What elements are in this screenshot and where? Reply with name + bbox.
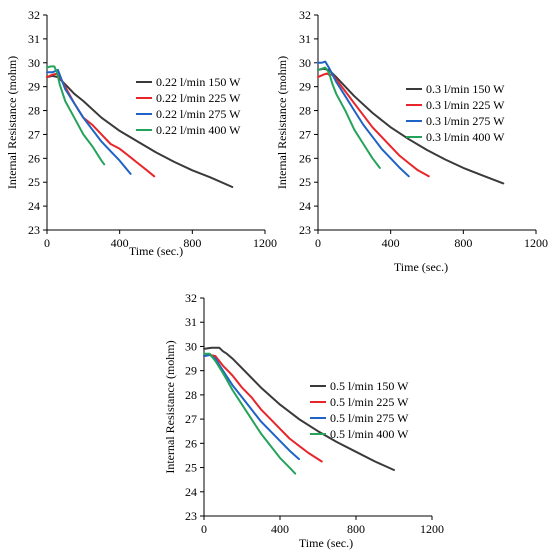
x-tick-label: 800	[347, 522, 365, 536]
y-tick-label: 25	[299, 175, 311, 189]
x-tick-label: 400	[271, 522, 289, 536]
y-tick-label: 24	[299, 199, 311, 213]
legend-entry: 0.5 l/min 275 W	[330, 411, 409, 425]
x-axis-label: Time (sec.)	[299, 536, 353, 550]
y-tick-label: 27	[299, 127, 311, 141]
y-tick-label: 31	[185, 315, 197, 329]
series-line-4	[317, 66, 381, 169]
y-tick-label: 25	[185, 461, 197, 475]
legend-entry: 0.3 l/min 275 W	[426, 114, 505, 128]
y-tick-label: 25	[28, 175, 40, 189]
series-line-2	[203, 353, 323, 463]
y-tick-label: 30	[185, 339, 197, 353]
y-tick-label: 23	[185, 509, 197, 523]
x-tick-label: 800	[183, 236, 201, 250]
x-axis-label: Time (sec.)	[394, 260, 448, 274]
legend: 0.5 l/min 150 W 0.5 l/min 225 W 0.5 l/min …	[310, 379, 409, 441]
y-tick-label: 26	[299, 151, 311, 165]
x-tick-label: 400	[382, 236, 400, 250]
y-tick-label: 32	[299, 8, 311, 22]
series-line-3	[317, 60, 410, 178]
y-tick-label: 29	[28, 80, 40, 94]
y-tick-label: 28	[299, 104, 311, 118]
x-tick-label: 1200	[253, 236, 277, 250]
x-tick-label: 0	[315, 236, 321, 250]
y-axis-label: Internal Resistance (mohm)	[5, 56, 19, 189]
y-tick-label: 24	[185, 485, 197, 499]
x-tick-label: 1200	[420, 522, 444, 536]
legend-entry: 0.22 l/min 225 W	[156, 91, 241, 105]
x-tick-label: 0	[44, 236, 50, 250]
y-tick-label: 23	[299, 223, 311, 237]
x-tick-label: 400	[111, 236, 129, 250]
series-line-4	[46, 65, 106, 166]
y-tick-label: 30	[28, 56, 40, 70]
legend-entry: 0.22 l/min 150 W	[156, 75, 241, 89]
series-line-2	[317, 72, 430, 178]
legend: 0.3 l/min 150 W 0.3 l/min 225 W 0.3 l/min …	[406, 82, 505, 144]
y-tick-label: 27	[185, 412, 197, 426]
y-tick-label: 31	[299, 32, 311, 46]
series-line-1	[203, 346, 395, 471]
y-tick-label: 32	[28, 8, 40, 22]
series-line-4	[203, 352, 297, 475]
x-tick-label: 0	[201, 522, 207, 536]
chart-panel-1: 23 24 25 26 27 28 29 30 31 32 0 400 800 1200 Time (sec…	[5, 8, 277, 258]
legend-entry: 0.3 l/min 225 W	[426, 98, 505, 112]
y-axis-label: Internal Resistance (mohm)	[163, 340, 177, 473]
y-tick-label: 26	[185, 436, 197, 450]
legend-entry: 0.3 l/min 400 W	[426, 130, 505, 144]
y-tick-label: 30	[299, 56, 311, 70]
x-tick-label: 1200	[524, 236, 548, 250]
legend-entry: 0.22 l/min 275 W	[156, 107, 241, 121]
y-tick-label: 23	[28, 223, 40, 237]
y-tick-label: 24	[28, 199, 40, 213]
legend: 0.22 l/min 150 W 0.22 l/min 225 W 0.22 l/m…	[136, 75, 241, 137]
y-tick-label: 29	[299, 80, 311, 94]
y-tick-label: 27	[28, 127, 40, 141]
legend-entry: 0.3 l/min 150 W	[426, 82, 505, 96]
y-tick-label: 29	[185, 364, 197, 378]
x-tick-label: 800	[454, 236, 472, 250]
chart-panel-3: 23 24 25 26 27 28 29 30 31 32 0 400 800 1200 Time (sec…	[163, 291, 444, 550]
y-axis-label: Internal Resistance (mohm)	[275, 56, 289, 189]
y-tick-label: 32	[185, 291, 197, 305]
legend-entry: 0.5 l/min 225 W	[330, 395, 409, 409]
y-tick-label: 26	[28, 151, 40, 165]
series-line-3	[203, 353, 300, 461]
y-tick-label: 28	[28, 104, 40, 118]
legend-entry: 0.5 l/min 150 W	[330, 379, 409, 393]
chart-panel-2: 23 24 25 26 27 28 29 30 31 32 0 400 800 1200 Time (sec…	[275, 8, 548, 274]
x-axis-label: Time (sec.)	[129, 244, 183, 258]
y-tick-label: 31	[28, 32, 40, 46]
legend-entry: 0.22 l/min 400 W	[156, 123, 241, 137]
legend-entry: 0.5 l/min 400 W	[330, 427, 409, 441]
y-tick-label: 28	[185, 388, 197, 402]
